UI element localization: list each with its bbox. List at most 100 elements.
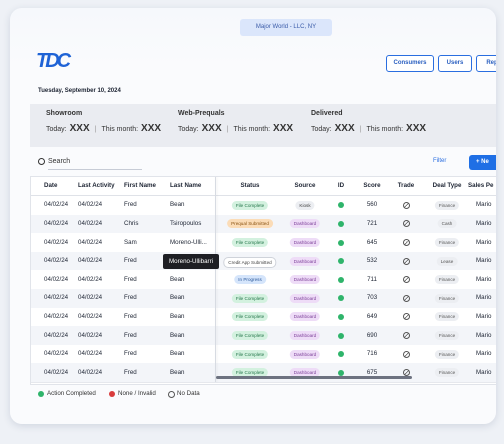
source-badge: Dashboard <box>289 312 321 322</box>
status-badge: File Complete <box>231 293 269 303</box>
sticky-divider <box>215 177 216 382</box>
cell-last-name: Moreno-Ulli... <box>170 238 207 246</box>
legend-label: No Data <box>177 390 200 397</box>
trade-none-icon <box>403 350 410 358</box>
today-value: XXX <box>201 123 222 134</box>
cell-date: 04/02/24 <box>44 275 69 283</box>
column-header[interactable]: ID <box>337 182 345 189</box>
cell-date: 04/02/24 <box>44 257 69 265</box>
cell-last-activity: 04/02/24 <box>78 312 103 320</box>
cell-score: 675 <box>366 368 378 376</box>
today-label: Today: <box>178 126 199 133</box>
legend-icon <box>109 391 115 397</box>
trade-none-icon <box>403 239 410 246</box>
cell-first-name: Fred <box>124 294 137 302</box>
status-badge: File Complete <box>231 349 269 359</box>
separator: | <box>94 126 97 133</box>
stat-title: Showroom <box>46 110 83 117</box>
stat-title: Delivered <box>311 110 343 117</box>
cell-sales-person: Mario <box>476 201 492 209</box>
cell-first-name: Chris <box>124 219 139 227</box>
cell-date: 04/02/24 <box>44 238 69 246</box>
deal-type-badge: Finance <box>434 331 460 340</box>
id-check-icon <box>338 351 344 358</box>
column-header[interactable]: Status <box>240 182 260 189</box>
source-badge: Dashboard <box>289 275 321 285</box>
column-header[interactable]: Trade <box>397 182 415 189</box>
id-check-icon <box>338 202 344 209</box>
cell-last-activity: 04/02/24 <box>78 331 103 339</box>
cell-date: 04/02/24 <box>44 312 69 320</box>
stat-values: Today: XXX | This month: XXX <box>178 123 293 134</box>
cell-score: 690 <box>366 331 378 339</box>
cell-first-name: Sam <box>124 238 137 246</box>
source-badge: Dashboard <box>289 349 321 359</box>
id-check-icon <box>338 313 344 320</box>
column-header[interactable]: First Name <box>124 182 156 189</box>
nav-button[interactable]: Consumers <box>386 55 434 72</box>
cell-score: 721 <box>366 219 378 227</box>
cell-last-name: Bean <box>170 312 185 320</box>
trade-none-icon <box>403 257 410 265</box>
legend-label: None / Invalid <box>118 390 156 397</box>
filter-button[interactable]: Filter <box>433 158 447 164</box>
source-badge: Dashboard <box>289 331 321 340</box>
legend-icon <box>168 391 175 398</box>
deal-type-badge: Lease <box>436 256 458 266</box>
cell-date: 04/02/24 <box>44 294 69 302</box>
cell-last-activity: 04/02/24 <box>78 294 103 302</box>
column-header[interactable]: Source <box>294 182 316 189</box>
month-label: This month: <box>101 126 139 133</box>
cell-last-name: Tsiropoulos <box>170 219 202 227</box>
date-label: Tuesday, September 10, 2024 <box>38 88 121 94</box>
column-header[interactable]: Date <box>44 182 58 189</box>
separator: | <box>226 126 229 133</box>
status-badge: File Complete <box>231 200 269 210</box>
cell-date: 04/02/24 <box>44 219 69 227</box>
cell-last-name: Bean <box>170 275 185 283</box>
cell-sales-person: Mario <box>476 350 492 358</box>
cell-first-name: Fred <box>124 201 137 209</box>
column-header[interactable]: Score <box>363 182 381 189</box>
nav-button[interactable]: Rep <box>476 55 496 72</box>
trade-none-icon <box>403 332 410 339</box>
nav-button[interactable]: Users <box>438 55 472 72</box>
source-badge: Dashboard <box>289 219 321 229</box>
new-button[interactable]: + Ne <box>469 155 496 170</box>
cell-first-name: Fred <box>124 257 137 265</box>
id-check-icon <box>338 332 344 339</box>
cell-score: 711 <box>367 275 377 283</box>
source-badge: Dashboard <box>289 368 321 378</box>
legend-label: Action Completed <box>47 390 96 397</box>
cell-first-name: Fred <box>124 368 137 376</box>
column-header[interactable]: Deal Type <box>432 182 462 189</box>
cell-first-name: Fred <box>124 331 137 339</box>
logo: TDC <box>36 50 71 72</box>
trade-none-icon <box>403 294 410 302</box>
deal-type-badge: Finance <box>434 293 460 303</box>
column-header[interactable]: Last Activity <box>78 182 115 189</box>
search-input[interactable]: Search <box>48 158 142 170</box>
column-header[interactable]: Sales Pe <box>468 182 494 189</box>
cell-date: 04/02/24 <box>44 331 69 339</box>
status-badge: File Complete <box>231 368 269 378</box>
deal-type-badge: Finance <box>434 312 460 322</box>
source-badge: Dashboard <box>289 238 321 247</box>
today-value: XXX <box>69 123 90 134</box>
cell-score: 649 <box>366 312 378 320</box>
location-pill[interactable]: Major World - LLC, NY <box>240 19 332 36</box>
column-header[interactable]: Last Name <box>170 182 202 189</box>
cell-last-name: Bean <box>170 201 185 209</box>
header-divider <box>31 195 496 196</box>
month-value: XXX <box>141 123 162 134</box>
cell-last-activity: 04/02/24 <box>78 275 103 283</box>
month-label: This month: <box>366 126 404 133</box>
scrollbar <box>216 376 412 379</box>
status-badge: Credit App Submitted <box>223 256 277 268</box>
source-badge: Kiosk <box>295 200 315 210</box>
trade-none-icon <box>403 220 410 228</box>
cell-sales-person: Mario <box>476 312 492 320</box>
cell-last-activity: 04/02/24 <box>78 350 103 358</box>
cell-score: 532 <box>366 257 378 265</box>
